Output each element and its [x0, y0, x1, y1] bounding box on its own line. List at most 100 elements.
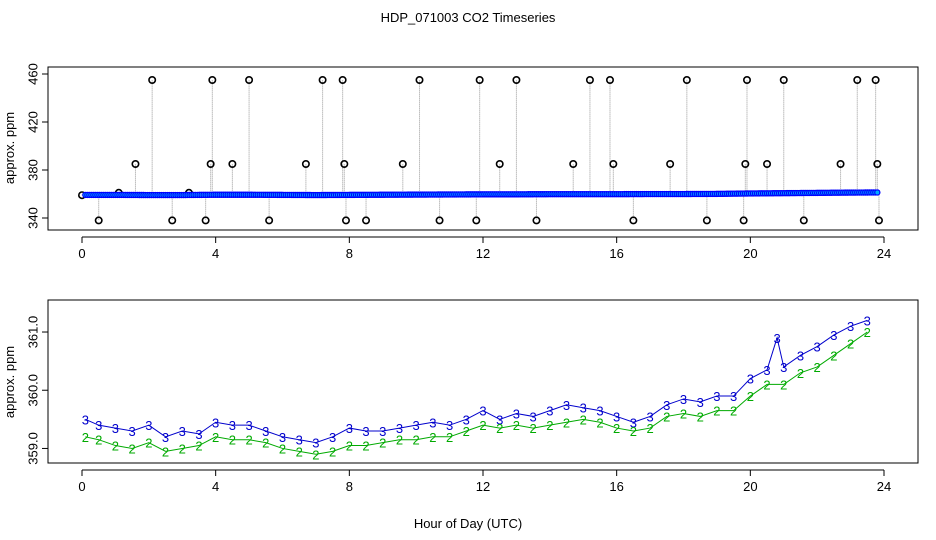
- series-3-marker: 3: [513, 407, 520, 422]
- series-2-marker: 2: [479, 418, 486, 433]
- series-3-marker: 3: [329, 430, 336, 445]
- series-3-marker: 3: [663, 398, 670, 413]
- series-3-marker: 3: [646, 409, 653, 424]
- outlier-point: [512, 76, 521, 85]
- series-2-marker: 2: [630, 424, 637, 439]
- x-tick-label: 16: [609, 479, 623, 494]
- series-3-marker: 3: [162, 430, 169, 445]
- bottom-series-lines: [85, 319, 868, 455]
- x-tick-label: 24: [877, 246, 891, 261]
- outlier-point: [435, 216, 444, 225]
- outlier-point: [228, 160, 237, 169]
- bottom-y-axis: 359.0 360.0 361.0: [25, 316, 49, 465]
- series-3-marker: 3: [680, 392, 687, 407]
- series-2-marker: 2: [429, 430, 436, 445]
- series-2-marker: 2: [312, 447, 319, 462]
- outlier-point: [871, 76, 880, 85]
- outlier-point: [475, 76, 484, 85]
- series-2-marker: 2: [613, 421, 620, 436]
- outlier-point: [609, 160, 618, 169]
- bottom-series-markers: 3 3 3 3 33 3 33 3 3 3 3 3 3 33 3 3 3 3 3 3 333 3 3 3 3 3 3 3 3 33 3 3 3 3…: [82, 313, 871, 462]
- series-2-marker: 2: [847, 337, 854, 352]
- series-2-marker: 2: [730, 404, 737, 419]
- series-3-marker: 3: [630, 415, 637, 430]
- series-3-marker: 3: [279, 430, 286, 445]
- series-2-marker: 2: [195, 439, 202, 454]
- series-2-marker: 2: [212, 430, 219, 445]
- series-3-marker: 3: [563, 398, 570, 413]
- series-3-marker: 3: [546, 404, 553, 419]
- series-2-marker: 2: [546, 418, 553, 433]
- outlier-point: [702, 216, 711, 225]
- outlier-point: [569, 160, 578, 169]
- series-2-marker: 2: [329, 444, 336, 459]
- y-tick-label: 340: [25, 207, 40, 229]
- outlier-point: [301, 160, 310, 169]
- series-2-marker: 2: [112, 439, 119, 454]
- series-3-marker: 3: [396, 421, 403, 436]
- series-2-marker: 2: [262, 436, 269, 451]
- series-3-marker: 3: [379, 424, 386, 439]
- series-2-marker: 2: [530, 421, 537, 436]
- series-2-marker: 2: [780, 377, 787, 392]
- y-tick-label: 361.0: [25, 316, 40, 349]
- outlier-point: [398, 160, 407, 169]
- series-2-marker: 2: [396, 433, 403, 448]
- x-tick-label: 8: [346, 479, 353, 494]
- series-3-marker: 3: [479, 404, 486, 419]
- outlier-point: [873, 160, 882, 169]
- series-3-marker: 3: [82, 412, 89, 427]
- series-3-marker: 3: [713, 389, 720, 404]
- outlier-point: [799, 216, 808, 225]
- series-2-marker: 2: [229, 433, 236, 448]
- top-x-axis: 0 4 8 12 16 20 24: [78, 236, 891, 261]
- series-3-marker: 3: [773, 331, 780, 346]
- top-outlier-markers: [78, 76, 883, 225]
- series-3-marker: 3: [596, 404, 603, 419]
- series-2-marker: 2: [697, 409, 704, 424]
- series-2-marker: 2: [145, 436, 152, 451]
- outlier-point: [415, 76, 424, 85]
- series-3-marker: 3: [262, 424, 269, 439]
- series-2-marker: 2: [496, 421, 503, 436]
- bottom-x-axis: 0 4 8 12 16 20 24: [78, 469, 891, 494]
- outlier-point: [682, 76, 691, 85]
- series-3-marker: 3: [245, 418, 252, 433]
- x-tick-label: 4: [212, 479, 219, 494]
- series-3-marker: 3: [780, 360, 787, 375]
- outlier-point: [206, 160, 215, 169]
- series-2-marker: 2: [814, 360, 821, 375]
- series-2-marker: 2: [747, 389, 754, 404]
- series-3-marker: 3: [797, 348, 804, 363]
- series-3-marker: 3: [847, 319, 854, 334]
- baseline-point: [874, 189, 881, 196]
- series-3-marker: 3: [613, 409, 620, 424]
- series-2-marker: 2: [563, 415, 570, 430]
- outlier-point: [853, 76, 862, 85]
- y-tick-label: 359.0: [25, 432, 40, 465]
- series-2-marker: 2: [129, 441, 136, 456]
- outlier-point: [874, 216, 883, 225]
- x-tick-label: 20: [743, 246, 757, 261]
- series-2-marker: 2: [663, 409, 670, 424]
- series-3-marker: 3: [179, 424, 186, 439]
- series-3-marker: 3: [312, 436, 319, 451]
- outlier-point: [318, 76, 327, 85]
- series-2-marker: 2: [580, 412, 587, 427]
- x-tick-label: 20: [743, 479, 757, 494]
- top-y-axis: 340 380 420 460: [25, 63, 49, 229]
- y-tick-label: 380: [25, 159, 40, 181]
- outlier-point: [201, 216, 210, 225]
- y-tick-label: 360.0: [25, 374, 40, 407]
- series-2-marker: 2: [830, 348, 837, 363]
- top-plot-frame: [47, 66, 919, 231]
- series-3-marker: 3: [429, 415, 436, 430]
- series-3-marker: 3: [129, 424, 136, 439]
- series-3-marker: 3: [212, 415, 219, 430]
- outlier-point: [265, 216, 274, 225]
- series-3-marker: 3: [145, 418, 152, 433]
- series-2-marker: 2: [763, 377, 770, 392]
- series-3-marker: 3: [730, 389, 737, 404]
- series-2-marker: 2: [513, 418, 520, 433]
- outlier-point: [245, 76, 254, 85]
